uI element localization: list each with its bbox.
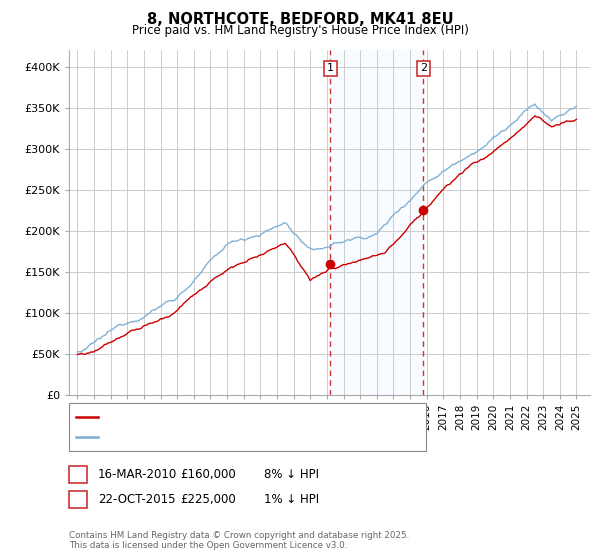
Text: 8% ↓ HPI: 8% ↓ HPI	[264, 468, 319, 482]
Text: 22-OCT-2015: 22-OCT-2015	[98, 493, 175, 506]
Text: 1% ↓ HPI: 1% ↓ HPI	[264, 493, 319, 506]
Text: Contains HM Land Registry data © Crown copyright and database right 2025.
This d: Contains HM Land Registry data © Crown c…	[69, 530, 409, 550]
Text: £225,000: £225,000	[180, 493, 236, 506]
Text: 8, NORTHCOTE, BEDFORD, MK41 8EU: 8, NORTHCOTE, BEDFORD, MK41 8EU	[146, 12, 454, 27]
Text: 1: 1	[327, 63, 334, 73]
Text: 2: 2	[74, 494, 82, 505]
Text: 16-MAR-2010: 16-MAR-2010	[98, 468, 177, 482]
Text: HPI: Average price, semi-detached house, Bedford: HPI: Average price, semi-detached house,…	[100, 432, 363, 442]
Text: £160,000: £160,000	[180, 468, 236, 482]
Text: Price paid vs. HM Land Registry's House Price Index (HPI): Price paid vs. HM Land Registry's House …	[131, 24, 469, 37]
Text: 8, NORTHCOTE, BEDFORD, MK41 8EU (semi-detached house): 8, NORTHCOTE, BEDFORD, MK41 8EU (semi-de…	[100, 412, 419, 422]
Text: 1: 1	[74, 470, 82, 480]
Text: 2: 2	[420, 63, 427, 73]
Bar	[330, 50, 424, 395]
